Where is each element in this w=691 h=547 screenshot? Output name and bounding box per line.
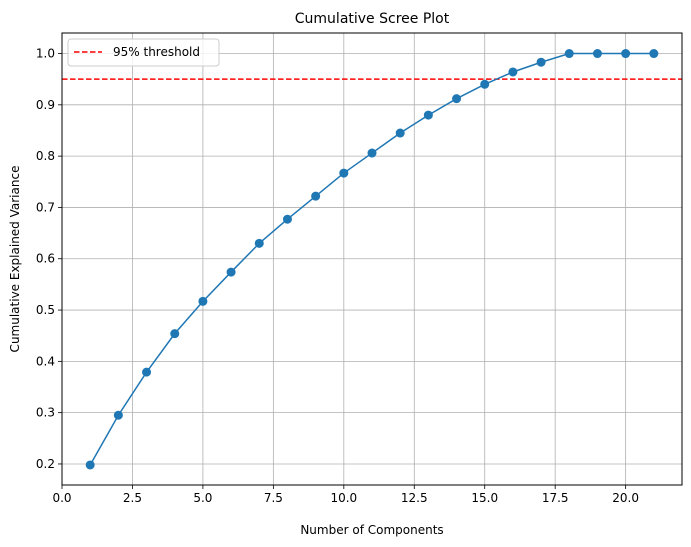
y-axis-label: Cumulative Explained Variance bbox=[8, 166, 22, 353]
x-tick-label: 20.0 bbox=[612, 491, 639, 505]
y-tick-label: 0.6 bbox=[36, 252, 55, 266]
data-point bbox=[339, 168, 349, 178]
data-point bbox=[85, 460, 95, 470]
data-point bbox=[536, 57, 546, 67]
data-point bbox=[649, 49, 659, 59]
data-point bbox=[508, 67, 518, 77]
y-axis-ticks: 0.2 0.3 0.4 0.5 0.6 0.7 0.8 0.9 1.0 bbox=[36, 47, 62, 471]
x-tick-label: 7.5 bbox=[264, 491, 283, 505]
legend-box bbox=[67, 38, 220, 67]
data-point bbox=[254, 238, 264, 248]
x-tick-label: 2.5 bbox=[123, 491, 142, 505]
data-point bbox=[423, 110, 433, 120]
y-tick-label: 0.7 bbox=[36, 200, 55, 214]
data-point bbox=[564, 49, 574, 59]
x-tick-label: 5.0 bbox=[193, 491, 212, 505]
chart-title: Cumulative Scree Plot bbox=[295, 11, 450, 27]
data-point bbox=[395, 128, 405, 138]
x-tick-label: 15.0 bbox=[471, 491, 498, 505]
y-tick-label: 0.3 bbox=[36, 406, 55, 420]
data-point bbox=[198, 296, 208, 306]
y-tick-label: 0.5 bbox=[36, 303, 55, 317]
x-tick-label: 17.5 bbox=[542, 491, 569, 505]
series-group bbox=[85, 49, 659, 470]
x-axis-label: Number of Components bbox=[300, 523, 443, 537]
y-tick-label: 0.4 bbox=[36, 354, 55, 368]
data-point bbox=[592, 49, 602, 59]
data-point bbox=[226, 267, 236, 277]
data-point bbox=[142, 367, 152, 377]
data-point bbox=[367, 148, 377, 158]
x-axis-ticks: 0.0 2.5 5.0 7.5 10.0 12.5 15.0 17.5 20.0 bbox=[52, 485, 639, 505]
legend-threshold-label: 95% threshold bbox=[113, 45, 200, 59]
data-point bbox=[621, 49, 631, 59]
x-tick-label: 0.0 bbox=[52, 491, 71, 505]
x-tick-label: 10.0 bbox=[330, 491, 357, 505]
data-point bbox=[282, 214, 292, 224]
data-point bbox=[113, 410, 123, 420]
data-point bbox=[480, 79, 490, 89]
y-tick-label: 1.0 bbox=[36, 47, 55, 61]
data-point bbox=[452, 94, 462, 104]
data-point bbox=[311, 191, 321, 201]
y-tick-label: 0.9 bbox=[36, 98, 55, 112]
data-point bbox=[170, 329, 180, 339]
y-tick-label: 0.8 bbox=[36, 149, 55, 163]
legend: 95% threshold bbox=[67, 38, 220, 67]
grid bbox=[61, 33, 682, 485]
x-tick-label: 12.5 bbox=[401, 491, 428, 505]
y-tick-label: 0.2 bbox=[36, 457, 55, 471]
